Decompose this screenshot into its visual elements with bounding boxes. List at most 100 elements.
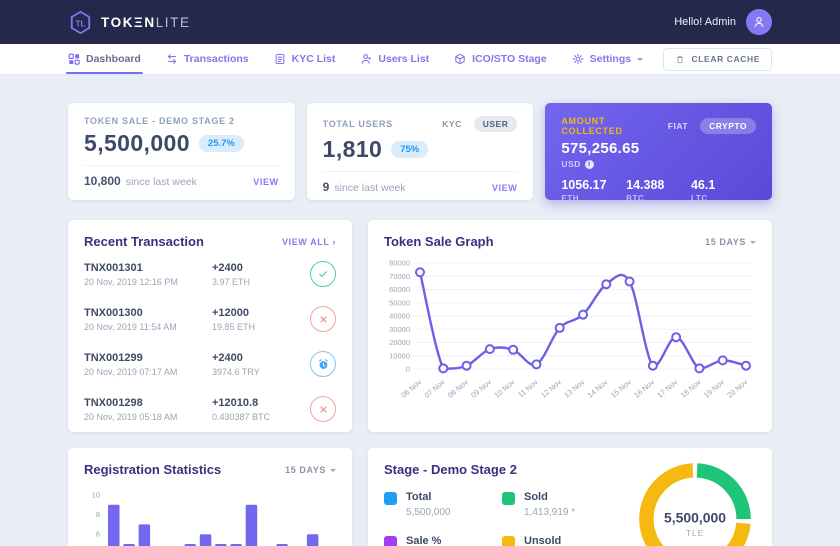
svg-text:10: 10 [92, 491, 100, 500]
svg-text:40000: 40000 [389, 312, 410, 321]
eth-amount: 1056.17 ETH [561, 178, 607, 203]
legend-swatch [384, 492, 397, 505]
token-sale-view-link[interactable]: VIEW [253, 177, 279, 187]
svg-text:10 Nov: 10 Nov [492, 377, 516, 399]
status-canceled-icon[interactable] [310, 306, 336, 332]
transaction-row[interactable]: TNX001298 20 Nov, 2019 05:18 AM +12010.8… [84, 386, 336, 431]
tab-users-list[interactable]: Users List [360, 44, 429, 74]
svg-text:06 Nov: 06 Nov [399, 377, 423, 399]
total-users-view-link[interactable]: VIEW [491, 183, 518, 193]
legend-item-total: Total 5,500,000 [384, 491, 494, 518]
crypto-tab[interactable]: CRYPTO [700, 118, 757, 134]
svg-text:12 Nov: 12 Nov [539, 377, 563, 399]
tab-transactions[interactable]: Transactions [166, 44, 249, 74]
svg-text:16 Nov: 16 Nov [632, 377, 656, 399]
registration-statistics-title: Registration Statistics [84, 462, 222, 477]
legend-item-sold: Sold 1,413,919 * [502, 491, 620, 518]
graph-range-dropdown[interactable]: 15 DAYS [705, 237, 756, 247]
total-users-label: TOTAL USERS [322, 119, 393, 129]
top-navbar: TL TOKΞNLITE Hello! Admin [0, 0, 840, 44]
avatar[interactable] [746, 9, 772, 35]
amount-currency-label: USD [561, 159, 581, 169]
document-list-icon [274, 53, 286, 65]
token-sale-value: 5,500,000 [84, 130, 190, 156]
logo-hexagon-icon: TL [68, 10, 93, 35]
registration-statistics-panel: Registration Statistics 15 DAYS 0246810 [68, 448, 352, 546]
info-icon[interactable]: i [584, 159, 594, 169]
kyc-tab[interactable]: KYC [442, 119, 462, 129]
svg-text:17 Nov: 17 Nov [655, 377, 679, 399]
registration-bar-chart: 0246810 [92, 491, 319, 546]
fiat-tab[interactable]: FIAT [667, 121, 689, 131]
legend-item-sale-percent: Sale % 25.7% Sold [384, 535, 494, 546]
cube-icon [454, 53, 466, 65]
stage-title: Stage - Demo Stage 2 [384, 462, 517, 477]
trash-icon [675, 53, 685, 65]
tab-dashboard[interactable]: Dashboard [66, 44, 143, 74]
bottom-row: Registration Statistics 15 DAYS 0246810 … [68, 448, 772, 546]
svg-text:70000: 70000 [389, 272, 410, 281]
tab-ico-sto-stage[interactable]: ICO/STO Stage [454, 44, 547, 74]
clear-cache-button[interactable]: CLEAR CACHE [662, 47, 772, 71]
stats-row: TOKEN SALE - DEMO STAGE 2 5,500,000 25.7… [68, 103, 773, 203]
token-sale-delta: 10,800 [84, 174, 121, 188]
view-all-link[interactable]: VIEW ALL › [282, 236, 336, 247]
status-canceled-icon[interactable] [310, 396, 336, 422]
registration-range-dropdown[interactable]: 15 DAYS [285, 465, 336, 475]
svg-text:0: 0 [406, 365, 410, 374]
svg-text:20000: 20000 [389, 338, 410, 347]
svg-text:6: 6 [96, 530, 100, 539]
amount-collected-label: AMOUNT COLLECTED [561, 116, 623, 136]
tab-settings[interactable]: Settings [572, 44, 644, 74]
svg-text:80000: 80000 [389, 259, 410, 268]
chevron-down-icon [637, 58, 644, 64]
total-users-delta-note: since last week [334, 182, 406, 194]
logo-text: TOKΞNLITE [101, 14, 191, 30]
main-nav: Dashboard Transactions KYC List [0, 44, 840, 75]
greeting-text: Hello! Admin [674, 16, 736, 28]
ltc-amount: 46.1 LTC [690, 178, 716, 203]
tab-kyc-list[interactable]: KYC List [274, 44, 335, 74]
token-sale-percent-badge: 25.7% [198, 135, 244, 152]
transaction-list: TNX001301 20 Nov, 2019 12:16 PM +2400 3.… [84, 251, 336, 431]
svg-text:08 Nov: 08 Nov [446, 377, 470, 399]
transaction-row[interactable]: TNX001299 20 Nov, 2019 07:17 AM +2400 39… [84, 341, 336, 386]
stage-legend: Total 5,500,000 Sold 1,413,919 * Sale % [384, 491, 620, 546]
legend-swatch [502, 536, 515, 546]
user-tab[interactable]: USER [473, 116, 518, 132]
logo[interactable]: TL TOKΞNLITE [68, 10, 191, 35]
total-users-card: TOTAL USERS KYC USER 1,810 75% 9 since l… [306, 103, 534, 200]
recent-transactions-panel: Recent Transaction VIEW ALL › TNX001301 … [68, 220, 352, 432]
svg-text:09 Nov: 09 Nov [469, 377, 493, 399]
token-sale-graph-panel: Token Sale Graph 15 DAYS 0 10000 20000 3000… [368, 220, 772, 432]
transaction-row[interactable]: TNX001301 20 Nov, 2019 12:16 PM +2400 3.… [84, 251, 336, 296]
status-approved-icon[interactable] [310, 261, 336, 287]
stage-panel: Stage - Demo Stage 2 Total 5,500,000 Sol… [368, 448, 772, 546]
svg-text:30000: 30000 [389, 325, 410, 334]
total-users-delta: 9 [322, 180, 330, 194]
donut-center-unit: TLE [686, 528, 704, 538]
legend-item-unsold: Unsold 4,086,082 [502, 535, 620, 546]
total-users-percent-badge: 75% [391, 141, 429, 158]
svg-text:14 Nov: 14 Nov [586, 377, 610, 399]
grid-icon [68, 53, 80, 65]
swap-arrows-icon [166, 53, 178, 65]
svg-text:8: 8 [96, 510, 100, 519]
recent-transactions-title: Recent Transaction [84, 234, 204, 249]
user-icon [752, 15, 766, 29]
btc-amount: 14.388 BTC [626, 178, 665, 203]
transaction-row[interactable]: TNX001300 20 Nov, 2019 11:54 AM +12000 1… [84, 296, 336, 341]
status-pending-icon[interactable] [310, 351, 336, 377]
svg-text:10000: 10000 [389, 351, 410, 360]
svg-text:60000: 60000 [389, 285, 410, 294]
token-sale-card: TOKEN SALE - DEMO STAGE 2 5,500,000 25.7… [68, 103, 295, 200]
svg-text:11 Nov: 11 Nov [516, 377, 540, 399]
svg-text:18 Nov: 18 Nov [679, 377, 703, 399]
amount-collected-card: AMOUNT COLLECTED FIAT CRYPTO 575,256.65 … [545, 103, 773, 203]
svg-text:13 Nov: 13 Nov [562, 377, 586, 399]
person-icon [360, 53, 372, 65]
dashboard-content: TOKEN SALE - DEMO STAGE 2 5,500,000 25.7… [0, 75, 840, 546]
token-sale-label: TOKEN SALE - DEMO STAGE 2 [84, 116, 235, 126]
svg-text:50000: 50000 [389, 298, 410, 307]
chevron-down-icon [750, 240, 756, 247]
